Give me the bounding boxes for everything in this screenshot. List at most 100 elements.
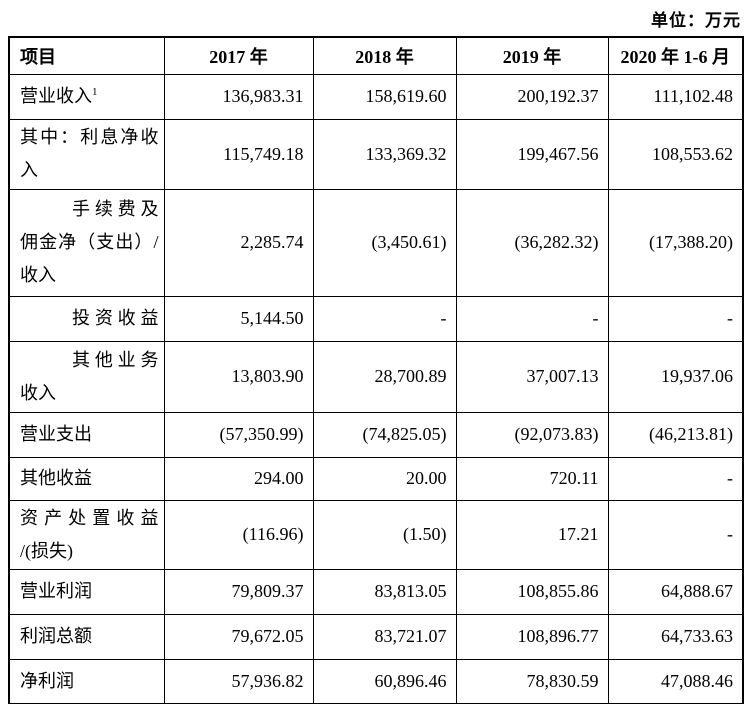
value-cell: 199,467.56 [455,118,609,190]
row-label-text: 其他收益 [20,468,92,488]
table-row: 手续费及 佣金净（支出）/ 收入 2,285.74 (3,450.61) (36,282.… [8,188,744,297]
table-row: 营业支出 (57,350.99) (74,825.05) (92,073.83) (46… [8,411,744,458]
row-label-text: 营业利润 [20,581,92,601]
row-label-line: 投资收益 [20,302,159,335]
row-label-text: 手续费及 [72,199,159,219]
value-cell: 133,369.32 [312,118,457,190]
value-cell: 28,700.89 [312,340,457,413]
value-cell: 17.21 [455,499,609,570]
value-cell: 294.00 [163,456,314,501]
table-row: 投资收益 5,144.50- - - [8,295,744,342]
value-cell: (17,388.20) [607,188,744,297]
row-label-line: 其中：利息净收 [20,121,159,154]
unit-label: 单位：万元 [651,11,741,30]
value-cell: 720.11 [455,456,609,501]
value-cell: - [607,456,744,501]
table-row: 其他收益 294.00 20.00 720.11- [8,456,744,501]
row-label-line: 利润总额 [20,620,159,653]
row-label-cell: 手续费及佣金净（支出）/ 收入 [8,188,165,297]
row-label-line: 资产处置收益 [20,502,159,535]
value-cell: - [607,295,744,342]
value-cell: 64,888.67 [607,568,744,615]
value-cell: 20.00 [312,456,457,501]
header-year-column: 2019 年 [455,36,609,75]
row-label-cell: 其他收益 [8,456,165,501]
row-label-line: 其他业务 [20,344,159,377]
value-cell: (3,450.61) [312,188,457,297]
row-label-cell: 净利润 [8,658,165,704]
header-item-column: 项目 [8,36,165,75]
table-row: 利润总额 79,672.05 83,721.07 108,896.77 64,733.6… [8,613,744,660]
value-cell: 111,102.48 [607,73,744,120]
row-label-line: 营业支出 [20,418,159,451]
value-cell: 108,855.86 [455,568,609,615]
value-cell: 5,144.50 [163,295,314,342]
row-label-line: 佣金净（支出）/ [20,226,159,259]
value-cell: (116.96) [163,499,314,570]
value-cell: 108,896.77 [455,613,609,660]
value-cell: (92,073.83) [455,411,609,458]
row-label-line: 营业利润 [20,575,159,608]
table-row: 营业收入1 136,983.31 158,619.60 200,192.37 111,1… [8,73,744,120]
row-label-cell: 资产处置收益 /(损失) [8,499,165,570]
row-label-text: 入 [20,160,38,180]
table-row: 资产处置收益 /(损失) (116.96) (1.50) 17.21- [8,499,744,570]
value-cell: (46,213.81) [607,411,744,458]
row-label-text: 其他业务 [72,349,159,370]
value-cell: 64,733.63 [607,613,744,660]
row-label-line: 手续费及 [20,193,159,226]
row-label-text: 利润总额 [20,626,92,646]
row-label-cell: 营业收入1 [8,73,165,120]
value-cell: 79,809.37 [163,568,314,615]
value-cell: 83,721.07 [312,613,457,660]
value-cell: 47,088.46 [607,658,744,704]
row-label-text: 佣金净（支出）/ [20,232,159,252]
row-label-cell: 利润总额 [8,613,165,660]
table-body: 营业收入1 136,983.31 158,619.60 200,192.37 111,1… [8,73,744,704]
table-row: 净利润 57,936.82 60,896.46 78,830.59 47,088.46 [8,658,744,704]
row-label-text: 收入 [20,265,56,285]
value-cell: - [607,499,744,570]
row-label-line: /(损失) [20,535,159,568]
row-label-cell: 营业利润 [8,568,165,615]
value-cell: (1.50) [312,499,457,570]
row-label-text: /(损失) [20,540,73,561]
row-label-cell: 营业支出 [8,411,165,458]
value-cell: 13,803.90 [163,340,314,413]
value-cell: 158,619.60 [312,73,457,120]
row-label-text: 营业支出 [20,424,92,444]
row-label-cell: 其他业务 收入 [8,340,165,413]
row-label-line: 其他收益 [20,462,159,495]
row-label-line: 净利润 [20,665,159,698]
value-cell: 2,285.74 [163,188,314,297]
row-label-line: 收入 [20,259,159,292]
row-label-line: 营业收入1 [20,80,159,113]
value-cell: 57,936.82 [163,658,314,704]
header-year-column: 2017 年 [163,36,314,75]
row-label-line: 入 [20,154,159,187]
row-label-text: 其中：利息净收 [20,127,159,147]
footnote-marker: 1 [92,86,98,98]
table-row: 其他业务 收入 13,803.90 28,700.89 37,007.13 19,937.… [8,340,744,413]
row-label-text: 收入 [20,382,56,403]
row-label-text: 投资收益 [72,308,159,328]
financial-summary-table: 项目 2017 年 2018 年 2019 年 2020 年 1-6 月 营业收入1 13… [8,36,744,704]
row-label-text: 资产处置收益 [20,507,159,528]
value-cell: - [312,295,457,342]
value-cell: 78,830.59 [455,658,609,704]
value-cell: (57,350.99) [163,411,314,458]
value-cell: 115,749.18 [163,118,314,190]
header-year-column: 2020 年 1-6 月 [607,36,744,75]
row-label-cell: 其中：利息净收入 [8,118,165,190]
header-row: 项目 2017 年 2018 年 2019 年 2020 年 1-6 月 [8,36,744,75]
row-label-text: 营业收入 [20,86,92,106]
value-cell: 83,813.05 [312,568,457,615]
value-cell: 19,937.06 [607,340,744,413]
value-cell: 108,553.62 [607,118,744,190]
row-label-line: 收入 [20,377,159,410]
header-year-column: 2018 年 [312,36,457,75]
value-cell: 79,672.05 [163,613,314,660]
table-row: 其中：利息净收入 115,749.18 133,369.32 199,467.56 10… [8,118,744,190]
value-cell: - [455,295,609,342]
value-cell: 200,192.37 [455,73,609,120]
